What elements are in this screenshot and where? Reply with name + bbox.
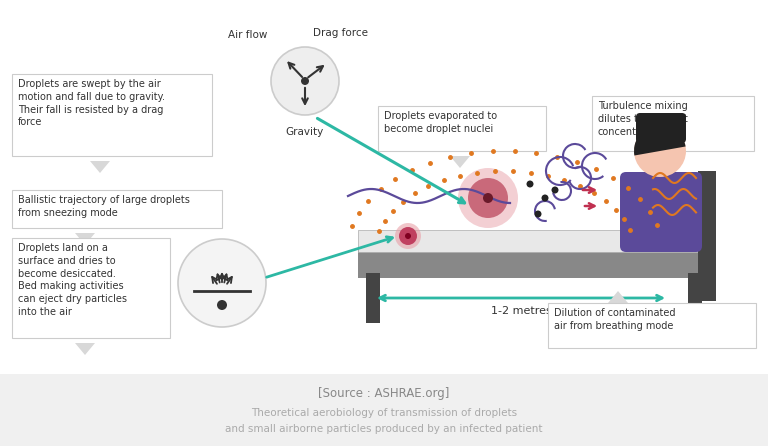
- Circle shape: [527, 181, 534, 187]
- Text: Theoretical aerobiology of transmission of droplets: Theoretical aerobiology of transmission …: [251, 408, 517, 418]
- Text: Droplets are swept by the air
motion and fall due to gravity.
Their fall is resi: Droplets are swept by the air motion and…: [18, 79, 165, 128]
- FancyBboxPatch shape: [12, 190, 222, 228]
- Text: 1-2 metres: 1-2 metres: [491, 306, 551, 316]
- Polygon shape: [75, 233, 95, 245]
- Polygon shape: [75, 343, 95, 355]
- FancyBboxPatch shape: [636, 113, 686, 143]
- Text: Drag force: Drag force: [313, 28, 368, 38]
- Text: Ballistic trajectory of large droplets
from sneezing mode: Ballistic trajectory of large droplets f…: [18, 195, 190, 218]
- Circle shape: [535, 211, 541, 218]
- FancyBboxPatch shape: [358, 230, 710, 252]
- FancyBboxPatch shape: [12, 74, 212, 156]
- Circle shape: [395, 223, 421, 249]
- FancyBboxPatch shape: [698, 171, 716, 301]
- Polygon shape: [648, 156, 668, 168]
- Text: Turbulence mixing
dilutes the droplet
concentration: Turbulence mixing dilutes the droplet co…: [598, 101, 688, 136]
- Circle shape: [399, 227, 417, 245]
- Text: Droplets land on a
surface and dries to
become desiccated.
Bed making activities: Droplets land on a surface and dries to …: [18, 243, 127, 317]
- Circle shape: [458, 168, 518, 228]
- FancyBboxPatch shape: [0, 374, 768, 446]
- Circle shape: [178, 239, 266, 327]
- Circle shape: [271, 47, 339, 115]
- FancyBboxPatch shape: [12, 238, 170, 338]
- Text: Gravity: Gravity: [286, 127, 324, 137]
- Circle shape: [551, 186, 558, 194]
- Circle shape: [468, 178, 508, 218]
- FancyBboxPatch shape: [548, 303, 756, 348]
- FancyBboxPatch shape: [688, 273, 702, 323]
- Text: Air flow: Air flow: [227, 30, 267, 40]
- Wedge shape: [634, 125, 686, 156]
- Polygon shape: [90, 161, 110, 173]
- FancyBboxPatch shape: [620, 172, 702, 252]
- Polygon shape: [450, 156, 470, 168]
- Text: and small airborne particles produced by an infected patient: and small airborne particles produced by…: [225, 424, 543, 434]
- Circle shape: [541, 194, 548, 202]
- Text: Droplets evaporated to
become droplet nuclei: Droplets evaporated to become droplet nu…: [384, 111, 497, 134]
- Circle shape: [301, 77, 309, 85]
- Circle shape: [634, 125, 686, 177]
- FancyBboxPatch shape: [378, 106, 546, 151]
- Circle shape: [483, 193, 493, 203]
- FancyBboxPatch shape: [592, 96, 754, 151]
- Circle shape: [217, 300, 227, 310]
- Text: [Source : ASHRAE.org]: [Source : ASHRAE.org]: [318, 388, 450, 401]
- Circle shape: [405, 233, 411, 239]
- FancyBboxPatch shape: [366, 273, 380, 323]
- Text: Dilution of contaminated
air from breathing mode: Dilution of contaminated air from breath…: [554, 308, 676, 331]
- FancyBboxPatch shape: [358, 248, 710, 278]
- Polygon shape: [608, 291, 628, 303]
- FancyBboxPatch shape: [0, 0, 768, 376]
